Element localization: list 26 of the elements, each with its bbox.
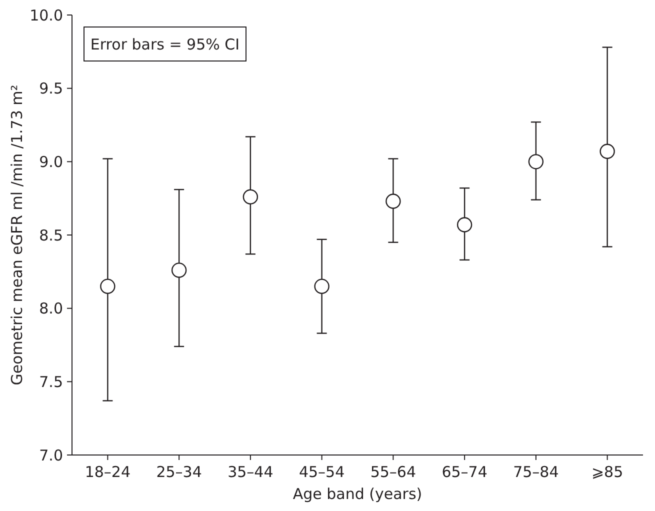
point [314, 278, 330, 294]
y-tick-label: 9.0 [39, 152, 63, 171]
x-tick-label: 45–54 [298, 463, 345, 481]
y-tick-label: 10.0 [30, 6, 63, 24]
x-tick-label: 65–74 [442, 463, 488, 481]
y-tick-label: 9.5 [39, 80, 63, 98]
x-tick-label: 18–24 [84, 463, 131, 481]
x-axis-title: Age band (years) [292, 485, 422, 503]
x-tick-label: 75–84 [513, 463, 559, 481]
point [242, 189, 258, 204]
y-tick-label: 8.0 [39, 300, 63, 318]
point [171, 262, 187, 278]
x-tick-label: ⩾85 [591, 463, 624, 481]
point [600, 144, 615, 159]
x-tick-label: 55–64 [370, 463, 416, 481]
y-tick-label: 7.5 [39, 372, 63, 391]
annotation: Error bars = 95% CI [90, 35, 240, 54]
point [528, 154, 544, 170]
x-tick-label: 35–44 [228, 463, 274, 481]
point [100, 278, 116, 294]
y-tick-label: 8.5 [39, 226, 63, 244]
point [456, 217, 472, 232]
x-tick-label: 25–34 [156, 463, 202, 481]
point [386, 194, 401, 209]
y-axis-title: Geometric mean eGFR ml /min /1.73 m² [8, 84, 26, 386]
y-tick-label: 7.0 [39, 446, 63, 464]
